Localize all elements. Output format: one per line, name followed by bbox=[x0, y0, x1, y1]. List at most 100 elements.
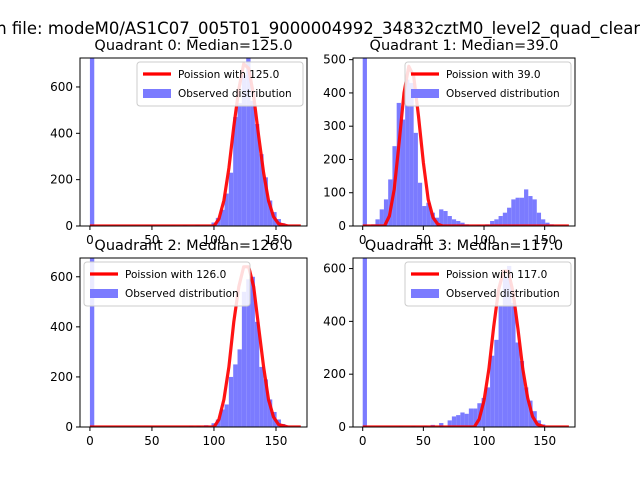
subplot-title: Quadrant 2: Median=126.0 bbox=[94, 238, 292, 254]
histogram-bar bbox=[237, 103, 242, 226]
y-tick-label: 0 bbox=[65, 420, 73, 434]
legend-fit-label: Poission with 125.0 bbox=[178, 69, 279, 81]
legend-frame bbox=[404, 261, 572, 307]
histogram-bar bbox=[498, 216, 503, 226]
y-tick-label: 200 bbox=[323, 367, 346, 381]
histogram-bar bbox=[494, 219, 499, 226]
x-tick-label: 100 bbox=[203, 233, 226, 247]
legend-fit-label: Poission with 39.0 bbox=[446, 69, 541, 81]
legend: Poission with 125.0 Observed distribution bbox=[136, 61, 304, 107]
histogram-bar bbox=[383, 199, 389, 226]
histogram-bar bbox=[241, 291, 247, 427]
histogram-bar bbox=[254, 321, 260, 427]
axes-frame bbox=[352, 57, 576, 227]
axes-frame bbox=[352, 257, 576, 428]
axes-frame bbox=[79, 57, 308, 227]
subplot-title: Quadrant 0: Median=125.0 bbox=[94, 38, 292, 54]
legend: Poission with 39.0 Observed distribution bbox=[404, 61, 572, 107]
legend-hist-label: Observed distribution bbox=[446, 288, 560, 300]
y-tick-label: 400 bbox=[50, 126, 73, 140]
histogram-bar bbox=[519, 197, 525, 226]
histogram-bar bbox=[490, 221, 495, 226]
x-tick-label: 150 bbox=[265, 233, 288, 247]
histogram-bar bbox=[228, 376, 234, 427]
y-tick-label: 0 bbox=[65, 219, 73, 233]
histogram-bar bbox=[237, 349, 242, 427]
histogram-bar bbox=[456, 221, 461, 226]
histogram-bar bbox=[263, 379, 268, 427]
legend: Poission with 117.0 Observed distribution bbox=[404, 261, 572, 307]
histogram-bar bbox=[426, 202, 431, 226]
histogram-bar bbox=[400, 119, 406, 226]
legend-frame bbox=[404, 61, 572, 107]
histogram-bar bbox=[228, 172, 234, 226]
histogram-bar bbox=[224, 193, 229, 226]
y-tick-label: 100 bbox=[323, 186, 346, 200]
histogram-bar bbox=[494, 339, 499, 427]
histogram-bar bbox=[233, 364, 238, 427]
subplot-title: Quadrant 1: Median=39.0 bbox=[370, 38, 559, 54]
histogram-bar bbox=[473, 408, 478, 427]
histogram-bar bbox=[409, 82, 414, 226]
legend-hist-swatch bbox=[143, 89, 171, 98]
y-tick-label: 600 bbox=[323, 262, 346, 276]
histogram-bar bbox=[456, 415, 461, 427]
histogram-bar bbox=[460, 222, 465, 226]
histogram-bar bbox=[89, 58, 95, 226]
x-tick-label: 0 bbox=[86, 233, 94, 247]
legend-hist-label: Observed distribution bbox=[446, 88, 560, 100]
x-tick-label: 0 bbox=[359, 233, 367, 247]
histogram-bar bbox=[220, 209, 225, 226]
x-tick-label: 100 bbox=[203, 434, 226, 448]
histogram-bar bbox=[250, 100, 255, 226]
y-tick-label: 200 bbox=[323, 152, 346, 166]
histogram-bar bbox=[241, 75, 247, 226]
histogram-bar bbox=[447, 216, 452, 226]
histogram-bar bbox=[524, 387, 529, 427]
histogram-bar bbox=[405, 79, 410, 226]
legend-hist-swatch bbox=[411, 89, 439, 98]
histogram-bar bbox=[267, 200, 273, 226]
histogram-bar bbox=[263, 177, 268, 226]
histogram-bar bbox=[515, 342, 520, 427]
histogram-bar bbox=[417, 182, 423, 226]
y-tick-label: 500 bbox=[323, 53, 346, 67]
histogram-bar bbox=[375, 219, 380, 226]
legend-hist-label: Observed distribution bbox=[125, 288, 239, 300]
subplot-quadrant-1: 0 50 100 150 0 100 200 300 400 500 Quadrant 1: Med… bbox=[323, 38, 576, 247]
histogram-bar bbox=[439, 423, 444, 427]
x-tick-label: 50 bbox=[144, 434, 159, 448]
y-tick-label: 200 bbox=[50, 370, 73, 384]
histogram-bar bbox=[267, 399, 273, 427]
y-tick-label: 400 bbox=[323, 86, 346, 100]
histogram-bar bbox=[481, 397, 486, 427]
y-tick-label: 400 bbox=[50, 320, 73, 334]
histogram-bar bbox=[464, 413, 469, 427]
histogram-bar bbox=[536, 212, 542, 226]
legend-hist-swatch bbox=[411, 289, 439, 298]
histogram-bar bbox=[246, 58, 251, 226]
subplot-title: Quadrant 3: Median=117.0 bbox=[365, 238, 563, 254]
histogram-bar bbox=[250, 276, 255, 427]
histogram-bar bbox=[89, 258, 95, 427]
x-tick-label: 50 bbox=[144, 233, 159, 247]
histogram-bar bbox=[460, 412, 465, 427]
histogram-bar bbox=[362, 58, 367, 226]
histogram-bar bbox=[246, 279, 251, 427]
histogram-bar bbox=[220, 409, 225, 427]
y-tick-label: 300 bbox=[323, 119, 346, 133]
histogram-bar bbox=[254, 124, 260, 226]
histogram-bar bbox=[447, 420, 452, 427]
axes-frame bbox=[79, 257, 308, 428]
subplot-quadrant-0: 0 50 100 150 0 200 400 600 Quadrant 0: Median=12… bbox=[50, 38, 308, 247]
histogram-bar bbox=[443, 211, 448, 226]
histogram-bar bbox=[545, 222, 550, 226]
x-tick-label: 150 bbox=[533, 233, 556, 247]
legend-hist-label: Observed distribution bbox=[178, 88, 292, 100]
histogram-bar bbox=[528, 196, 533, 226]
legend-fit-label: Poission with 117.0 bbox=[446, 269, 547, 281]
histogram-bar bbox=[451, 219, 457, 226]
x-tick-label: 0 bbox=[86, 434, 94, 448]
x-tick-label: 150 bbox=[265, 434, 288, 448]
